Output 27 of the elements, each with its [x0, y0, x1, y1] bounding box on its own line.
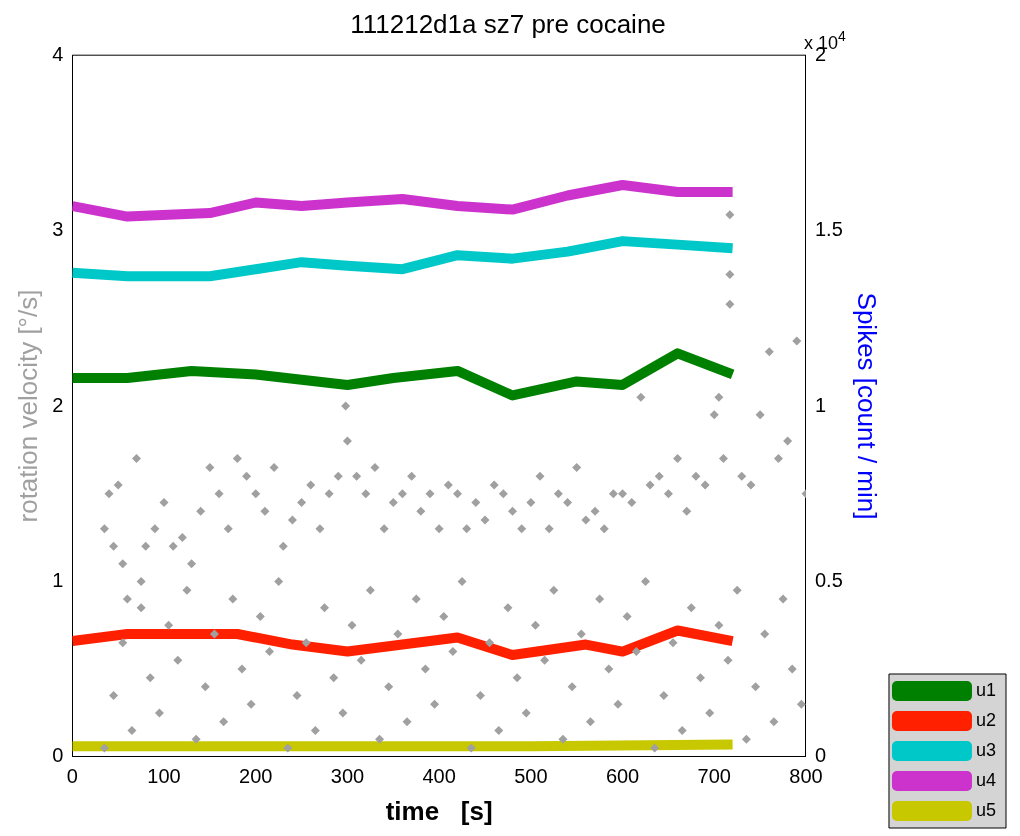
- x-tick-label: 400: [422, 765, 456, 788]
- y-tick-label: 3: [52, 218, 64, 241]
- legend-label: u1: [975, 679, 997, 700]
- x-tick-label: 500: [514, 765, 548, 788]
- chart-title: 111212d1a sz7 pre cocaine: [350, 8, 666, 39]
- x-tick-label: 600: [605, 765, 640, 788]
- x-tick-label: 100: [147, 765, 181, 788]
- y-tick-label: 2: [52, 393, 64, 416]
- legend-label: u3: [975, 739, 997, 760]
- x-tick-label: 200: [239, 765, 273, 788]
- legend-label: u2: [975, 709, 997, 730]
- x-tick-label: 0: [66, 765, 78, 788]
- legend-label: u4: [975, 769, 997, 790]
- y2-tick-label: 1: [814, 393, 827, 416]
- legend-label: u5: [975, 799, 997, 820]
- y2-tick-label: 0.5: [814, 568, 843, 591]
- y-axis-title: rotation velocity [°/s]: [12, 289, 43, 523]
- y-tick-label: 4: [52, 42, 64, 65]
- y2-tick-label: 0: [814, 744, 827, 767]
- y-tick-label: 0: [52, 744, 64, 767]
- y2-axis-title: Spikes [count / min]: [852, 292, 883, 520]
- x-tick-label: 800: [789, 765, 823, 788]
- x-axis-title: time [s]: [385, 795, 493, 826]
- x-tick-label: 700: [697, 765, 731, 788]
- y2-tick-label: 1.5: [814, 218, 843, 241]
- x-tick-label: 300: [330, 765, 365, 788]
- y-tick-label: 1: [52, 568, 64, 591]
